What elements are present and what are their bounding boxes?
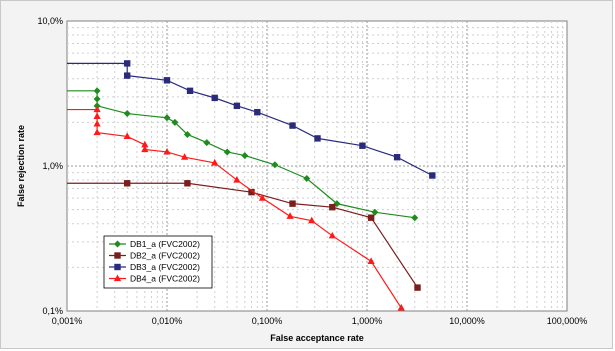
y-tick-label: 1,0% [42,161,63,171]
data-point [233,102,241,110]
data-point [141,140,149,148]
y-axis-title: False rejection rate [16,125,26,207]
data-point [248,188,255,196]
x-tick-label: 0,001% [52,316,83,326]
data-point [93,112,101,119]
data-point [163,114,171,122]
series-3 [67,60,436,179]
data-point [329,203,336,211]
data-point [123,132,131,140]
data-point [367,257,375,264]
x-tick-label: 100,000% [547,316,588,326]
legend-item: DB3_a (FVC2002) [109,262,200,272]
data-point [289,122,296,129]
data-point [223,148,231,156]
data-point [258,194,267,201]
data-point [163,77,171,84]
data-point [211,94,218,102]
data-point [271,161,279,169]
x-axis-title: False acceptance rate [270,333,364,343]
data-point [233,176,241,183]
data-point [114,240,121,248]
data-point [93,128,101,136]
series-4 [67,105,405,311]
data-point [181,153,189,160]
x-tick-label: 10,000% [449,316,485,326]
series-1 [67,87,419,222]
series-line [126,63,433,177]
legend-label: DB4_a (FVC2002) [130,274,200,284]
data-point [93,105,101,113]
data-point [124,60,131,67]
x-tick-label: 1,000% [352,316,383,326]
data-point [397,303,405,311]
x-tick-labels: 0,001% 0,010% 0,100% 1,000% 10,000% 100,000% [52,316,588,326]
data-point [123,110,131,118]
legend-label: DB2_a (FVC2002) [130,251,200,261]
legend-item: DB2_a (FVC2002) [109,251,200,261]
data-point [303,174,311,182]
data-point [93,119,101,127]
legend-box [103,235,213,289]
data-point [241,152,249,160]
data-point [186,87,194,95]
data-point [171,118,179,126]
data-point [314,135,321,142]
y-tick-labels: 0,1% 1,0% 10,0% [37,16,63,316]
data-point [124,72,131,79]
data-point [163,147,171,155]
data-point [141,145,149,153]
legend: DB1_a (FVC2002) DB2_a (FVC2002)DB3_a (FVC… [103,235,213,289]
data-point [113,274,122,282]
data-point [328,231,336,239]
data-point [308,216,316,224]
data-point [371,208,379,216]
x-tick-label: 0,100% [252,316,283,326]
data-point [124,180,131,187]
y-tick-label: 10,0% [37,16,63,26]
data-point [114,263,121,271]
data-point [254,108,261,116]
y-tick-label: 0,1% [42,306,63,316]
data-point [184,180,191,187]
data-point [367,214,375,221]
data-point [203,139,211,147]
data-point [414,284,421,291]
data-point [183,130,191,138]
data-point [93,95,101,103]
series-2 [67,180,421,291]
x-tick-label: 0,010% [152,316,183,326]
data-point [393,153,401,161]
data-point [289,200,296,207]
series-layer [67,60,436,311]
data-point [359,142,366,149]
legend-label: DB1_a (FVC2002) [130,239,200,249]
data-point [286,212,294,219]
data-point [429,172,436,179]
legend-item: DB1_a (FVC2002) [109,239,200,249]
data-point [211,158,219,166]
data-point [93,87,101,95]
data-point [411,214,419,222]
legend-label: DB3_a (FVC2002) [130,262,200,272]
legend-item: DB4_a (FVC2002) [109,274,200,284]
data-point [114,252,121,259]
